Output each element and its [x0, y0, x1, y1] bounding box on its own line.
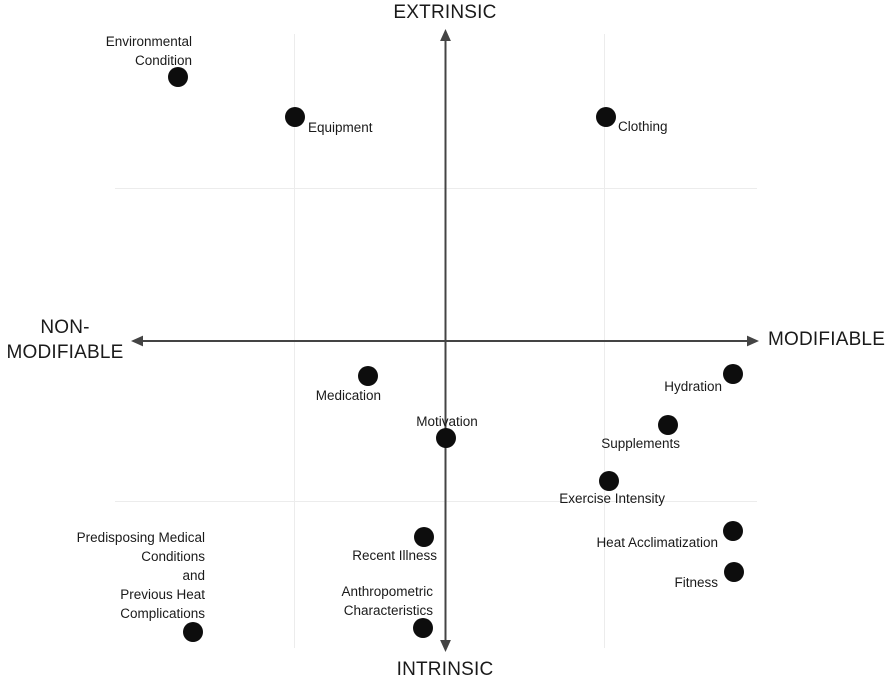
point-dot-heat-acclimatization — [723, 521, 743, 541]
point-label-line: Clothing — [618, 118, 668, 134]
point-label-line: Equipment — [308, 119, 373, 135]
axis-label-non-modifiable-line1: NON- — [40, 317, 90, 338]
point-dot-equipment — [285, 107, 305, 127]
point-label-line: Anthropometric — [341, 584, 433, 599]
point-label-anthropometric-characteristics: Anthropometric Characteristics — [341, 582, 433, 620]
point-label-clothing: Clothing — [618, 117, 668, 136]
point-label-line: Condition — [134, 53, 192, 68]
point-label-line: Complications — [120, 605, 205, 621]
point-dot-motivation — [436, 428, 456, 448]
point-label-line: Recent Illness — [352, 547, 437, 563]
axis-label-extrinsic: EXTRINSIC — [393, 2, 497, 23]
point-label-line: Motivation — [416, 413, 478, 429]
point-label-hydration: Hydration — [664, 377, 722, 396]
point-label-line: Medication — [315, 387, 381, 403]
axis-label-modifiable: MODIFIABLE — [768, 329, 886, 350]
arrow-down-icon — [440, 640, 451, 652]
point-label-line: Supplements — [601, 435, 680, 451]
axis-label-non-modifiable-line2: MODIFIABLE — [6, 342, 124, 363]
point-label-motivation: Motivation — [416, 412, 478, 431]
point-label-environmental-condition: Environmental Condition — [106, 32, 192, 70]
point-dot-medication — [358, 366, 378, 386]
point-dot-anthropometric-characteristics — [413, 618, 433, 638]
point-label-supplements: Supplements — [601, 434, 680, 453]
point-label-line: Heat Acclimatization — [596, 534, 718, 550]
point-label-line: Exercise Intensity — [559, 490, 665, 506]
point-label-line: Predisposing Medical — [76, 529, 205, 545]
point-label-line: Environmental — [105, 34, 192, 49]
point-label-line: Previous Heat — [120, 586, 205, 602]
point-label-line: Conditions — [141, 548, 205, 564]
point-dot-fitness — [724, 562, 744, 582]
point-dot-predisposing-medical-conditions-and-previous-heat-complications — [183, 622, 203, 642]
point-label-equipment: Equipment — [308, 118, 373, 137]
arrow-right-icon — [747, 335, 759, 347]
point-label-recent-illness: Recent Illness — [352, 546, 437, 565]
point-label-line: Hydration — [664, 378, 722, 394]
point-dot-clothing — [596, 107, 616, 127]
point-label-exercise-intensity: Exercise Intensity — [559, 489, 665, 508]
axis-label-non-modifiable: NON- MODIFIABLE — [0, 315, 130, 365]
point-dot-recent-illness — [414, 527, 434, 547]
point-dot-supplements — [658, 415, 678, 435]
point-dot-environmental-condition — [168, 67, 188, 87]
point-label-medication: Medication — [316, 386, 381, 405]
point-label-heat-acclimatization: Heat Acclimatization — [596, 533, 718, 552]
point-dot-hydration — [723, 364, 743, 384]
point-dot-exercise-intensity — [599, 471, 619, 491]
point-label-line: and — [182, 567, 205, 583]
point-label-line: Characteristics — [343, 603, 433, 618]
point-label-predisposing-medical-conditions-and-previous-heat-complications: Predisposing Medical Conditions and Previou… — [77, 528, 205, 623]
axis-label-intrinsic: INTRINSIC — [396, 659, 494, 680]
arrow-up-icon — [440, 29, 451, 41]
point-label-line: Fitness — [674, 574, 718, 590]
arrow-left-icon — [131, 335, 143, 347]
point-label-fitness: Fitness — [674, 573, 718, 592]
